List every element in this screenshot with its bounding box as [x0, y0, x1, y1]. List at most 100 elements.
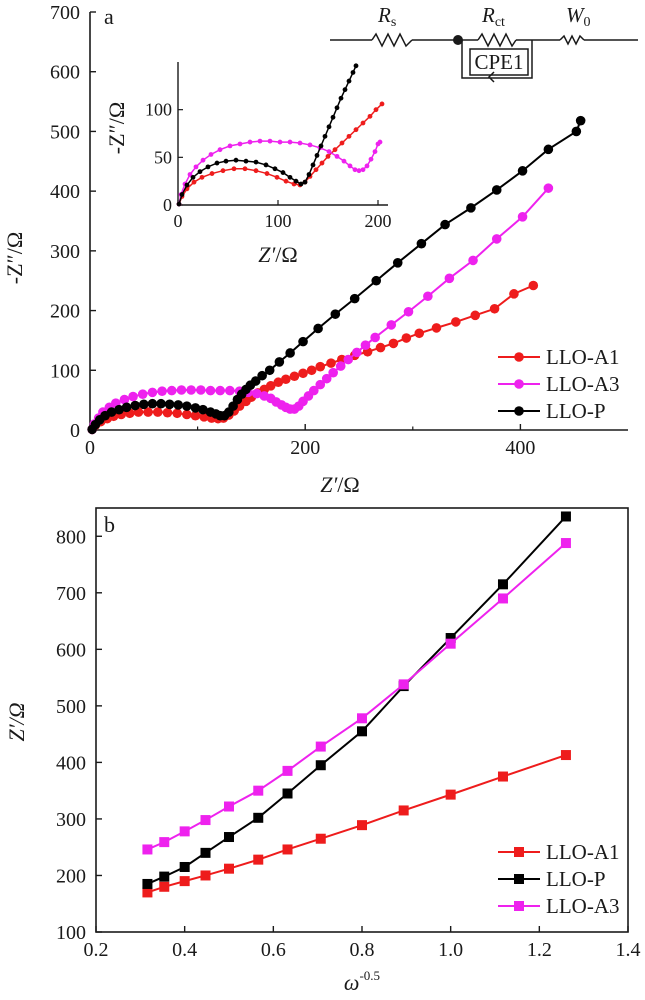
b-point-llo-p	[200, 847, 211, 858]
point-llo-a3	[517, 212, 528, 222]
panel-b-y-tick-label: 800	[56, 526, 86, 548]
b-point-llo-p	[445, 633, 456, 644]
resistor-rs-symbol	[371, 32, 413, 48]
inset-point-llo-p	[280, 170, 286, 175]
cpe1-symbol	[487, 71, 495, 83]
point-llo-p	[257, 370, 267, 381]
inset-point-llo-p	[263, 162, 269, 168]
panel-a-x-axis-title: Z′/Ω	[320, 472, 360, 497]
point-llo-p	[147, 398, 158, 409]
point-llo-a1	[273, 377, 284, 388]
point-llo-a1	[401, 333, 412, 343]
panel-a-letter: a	[104, 4, 114, 29]
legend-a-label-llo-a1: LLO-A1	[546, 345, 619, 369]
b-point-llo-p	[253, 812, 264, 823]
inset-point-llo-a3	[227, 143, 233, 149]
panel-b-x-tick-label: 0.6	[261, 939, 286, 961]
panel-a-inset: 0 100 200 0 50 100 -Z″/Ω Z′/Ω	[104, 62, 392, 267]
point-llo-p	[371, 275, 382, 286]
b-point-llo-a1	[398, 805, 409, 816]
inset-point-llo-p	[334, 105, 340, 111]
b-point-llo-p	[560, 511, 571, 522]
inset-line-llo-a3	[178, 140, 381, 205]
point-llo-p	[392, 258, 403, 268]
point-llo-p	[164, 399, 175, 410]
panel-b-y-tick-label: 700	[56, 583, 86, 605]
b-point-llo-a1	[282, 844, 293, 855]
inset-point-llo-a1	[346, 133, 352, 139]
inset-point-llo-a3	[287, 139, 293, 145]
inset-point-llo-a1	[367, 113, 373, 119]
inset-point-llo-p	[287, 174, 293, 180]
panel-b-y-tick-label: 500	[56, 696, 86, 718]
point-llo-a3	[251, 388, 262, 399]
point-llo-a3	[157, 386, 167, 396]
point-llo-a1	[414, 328, 425, 339]
panel-b: 0.2 0.4 0.6 0.8 1.0 1.2 1.4 100 200 300 400 500 600 7…	[4, 507, 641, 995]
inset-point-llo-a3	[200, 157, 206, 163]
panel-a-y-tick-label: 500	[50, 121, 80, 143]
panel-b-y-tick-label: 100	[56, 922, 86, 944]
legend-b-marker-llo-a3	[514, 901, 524, 911]
b-point-llo-a1	[357, 820, 367, 831]
point-llo-a3	[403, 306, 414, 317]
panel-b-series	[142, 511, 571, 898]
point-llo-p	[517, 166, 528, 176]
b-series-llo-p	[142, 511, 571, 889]
series-llo-a3	[87, 183, 554, 435]
point-llo-a1	[431, 323, 442, 333]
inset-point-llo-a3	[307, 142, 313, 148]
point-llo-p	[250, 376, 261, 386]
point-llo-a1	[265, 381, 276, 391]
point-llo-p	[114, 404, 124, 415]
warburg-symbol	[559, 34, 585, 46]
point-llo-a1	[182, 409, 192, 420]
point-llo-a1	[509, 289, 519, 299]
panel-b-y-tick-label: 400	[56, 752, 86, 774]
inset-point-llo-a1	[209, 171, 215, 176]
point-llo-p	[298, 336, 308, 347]
point-llo-a3	[315, 379, 326, 390]
circuit-label-rs: Rs	[377, 3, 396, 30]
inset-point-llo-p	[306, 172, 312, 177]
point-llo-p	[285, 348, 295, 358]
point-llo-a3	[225, 385, 235, 396]
inset-x-tick-label: 0	[174, 211, 183, 231]
legend-b-label-llo-p: LLO-P	[546, 867, 606, 891]
b-point-llo-p	[224, 832, 234, 843]
point-llo-a1	[489, 303, 500, 314]
circuit-label-rct: Rct	[481, 3, 505, 30]
point-llo-p	[571, 126, 582, 137]
b-point-llo-p	[179, 861, 190, 872]
panel-a-x-tick-label: 0	[85, 437, 95, 459]
inset-point-llo-a1	[353, 127, 359, 133]
b-point-llo-p	[357, 726, 367, 737]
point-llo-p	[130, 400, 140, 411]
inset-y-tick-label: 0	[163, 195, 172, 215]
inset-point-llo-p	[346, 78, 352, 84]
inset-x-tick-label: 200	[365, 211, 392, 231]
point-llo-a1	[289, 371, 300, 382]
inset-point-llo-a1	[191, 179, 197, 185]
inset-point-llo-a3	[237, 141, 243, 147]
point-llo-p	[491, 185, 502, 195]
inset-point-llo-p	[318, 143, 324, 149]
point-llo-a3	[343, 354, 354, 365]
point-llo-a3	[215, 385, 225, 396]
point-llo-a1	[143, 407, 153, 417]
legend-b-marker-llo-a1	[514, 847, 524, 857]
point-llo-p	[575, 115, 586, 126]
inset-point-llo-p	[184, 182, 190, 188]
panel-b-y-tick-label: 600	[56, 639, 86, 661]
circuit-label-w0: W0	[566, 3, 591, 30]
circuit-node	[453, 35, 463, 45]
legend-b-label-llo-a1: LLO-A1	[546, 840, 619, 864]
inset-point-llo-p	[322, 133, 328, 139]
inset-point-llo-a3	[364, 163, 370, 169]
b-point-llo-p	[142, 878, 153, 889]
point-llo-p	[466, 203, 476, 213]
inset-line-llo-a1	[178, 103, 383, 205]
b-point-llo-a1	[159, 881, 170, 892]
inset-series-llo-a3	[176, 138, 383, 207]
